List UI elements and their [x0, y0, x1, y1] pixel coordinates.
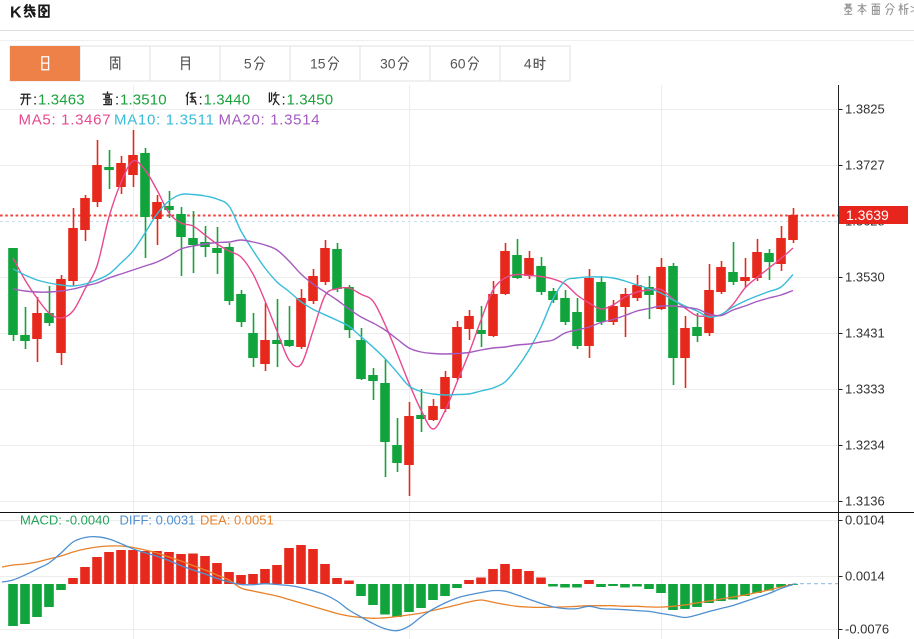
svg-text:5: 5 [244, 56, 252, 72]
svg-text::: : [199, 92, 203, 109]
svg-text:1.3234: 1.3234 [845, 438, 885, 453]
svg-text:MA10: 1.3511: MA10: 1.3511 [114, 112, 215, 129]
svg-text:1.3136: 1.3136 [845, 494, 885, 509]
svg-text:1.3333: 1.3333 [845, 382, 885, 397]
svg-text:>: > [910, 2, 914, 17]
svg-text:MACD: -0.0040: MACD: -0.0040 [20, 513, 110, 528]
svg-text::: : [115, 92, 119, 109]
svg-text::: : [282, 92, 286, 109]
svg-text:MA5: 1.3467: MA5: 1.3467 [19, 112, 112, 129]
svg-text:1.3463: 1.3463 [38, 92, 85, 109]
svg-text:1.3440: 1.3440 [204, 92, 251, 109]
svg-text:MA20: 1.3514: MA20: 1.3514 [219, 112, 321, 129]
svg-text:DEA: 0.0051: DEA: 0.0051 [200, 513, 274, 528]
svg-text:1.3431: 1.3431 [845, 326, 885, 341]
svg-text:1.3825: 1.3825 [845, 102, 885, 117]
svg-text:1.3510: 1.3510 [120, 92, 167, 109]
svg-text:15: 15 [310, 56, 326, 72]
svg-text:30: 30 [380, 56, 396, 72]
svg-text:K: K [10, 5, 22, 22]
svg-text:4: 4 [524, 56, 532, 72]
svg-text:60: 60 [450, 56, 466, 72]
svg-text:0.0104: 0.0104 [845, 513, 885, 528]
svg-text:-0.0076: -0.0076 [845, 622, 889, 637]
svg-text:1.3639: 1.3639 [846, 207, 889, 223]
svg-text:1.3530: 1.3530 [845, 270, 885, 285]
svg-text:1.3450: 1.3450 [287, 92, 334, 109]
svg-text::: : [33, 92, 37, 109]
svg-text:DIFF: 0.0031: DIFF: 0.0031 [120, 513, 196, 528]
svg-text:1.3727: 1.3727 [845, 158, 885, 173]
svg-text:0.0014: 0.0014 [845, 569, 885, 584]
